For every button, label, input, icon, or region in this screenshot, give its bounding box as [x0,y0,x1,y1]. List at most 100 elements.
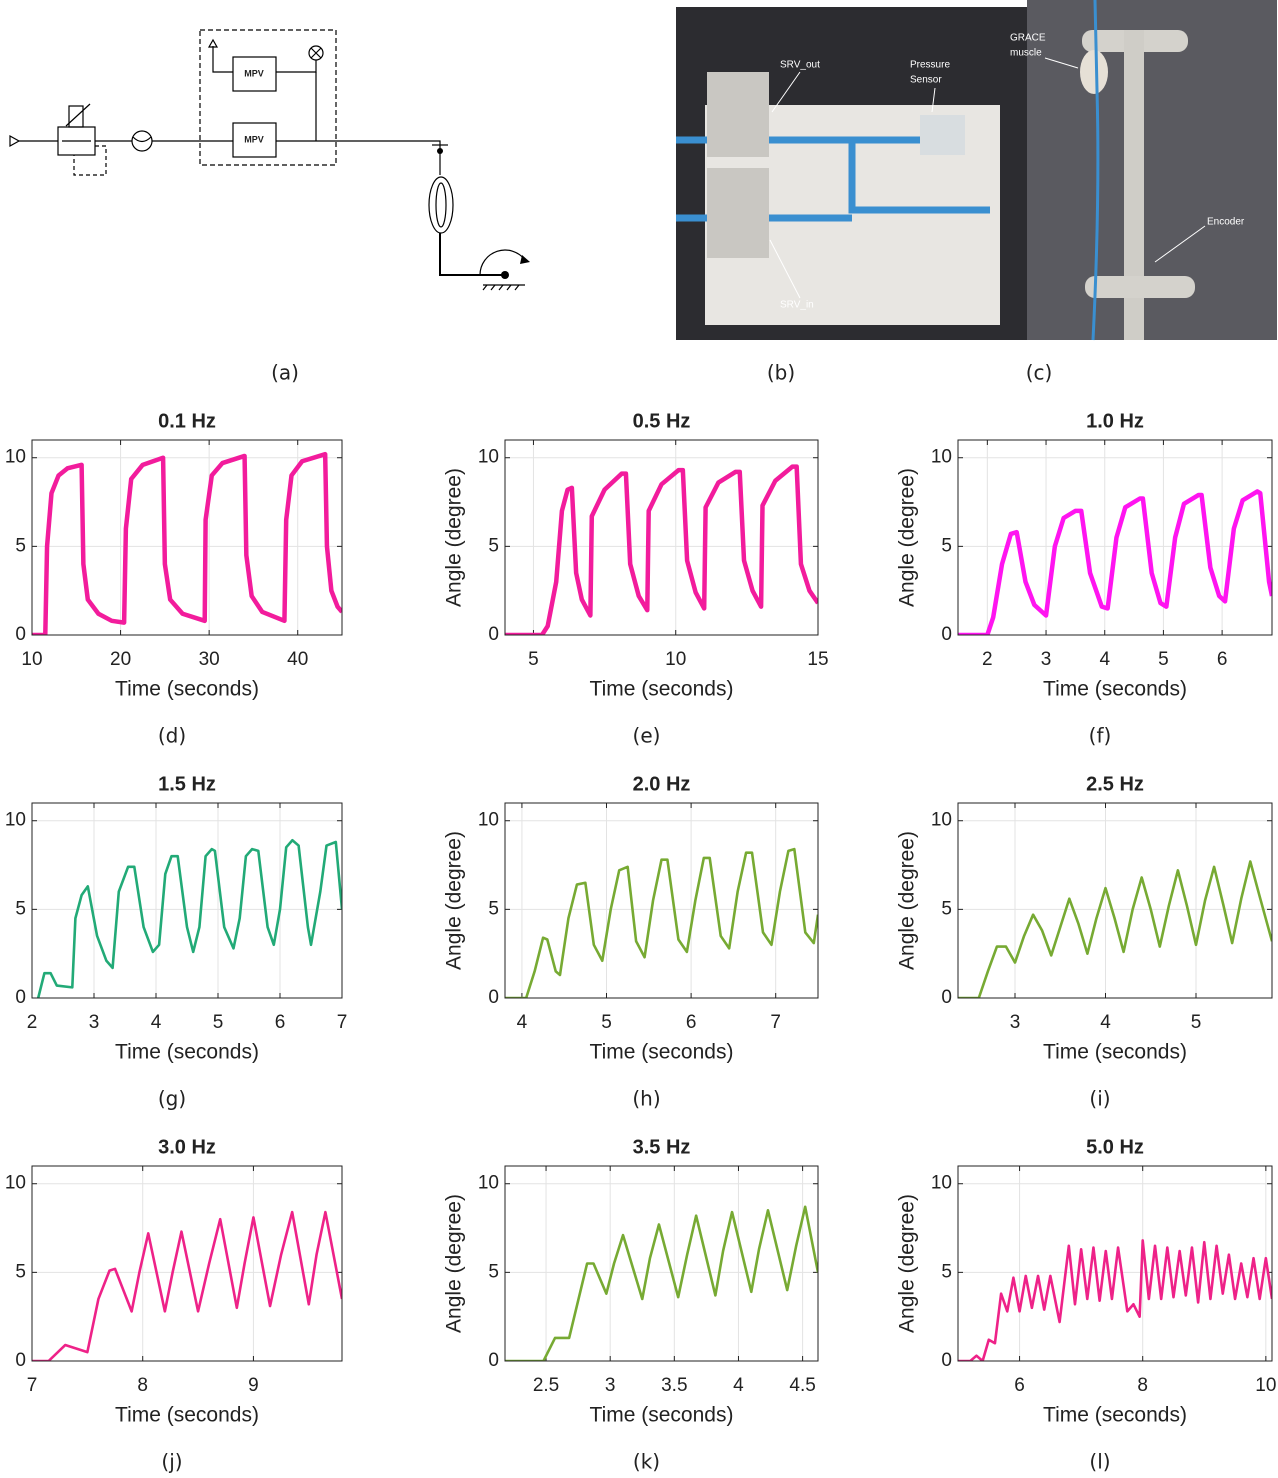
x-tick-label: 3 [1041,649,1052,670]
x-axis-label: Time (seconds) [590,678,734,701]
chart-title: 1.0 Hz [1086,410,1144,432]
x-tick-label: 8 [1137,1375,1148,1396]
chart-title: 1.5 Hz [158,773,216,795]
data-line [505,847,818,998]
caption: (i) [1089,1087,1110,1111]
caption: (e) [633,724,661,748]
photo: SRV_out Pressure Sensor SRV_in [676,7,1027,340]
x-tick-label: 2 [27,1012,38,1033]
plot-frame [31,1165,343,1362]
x-tick-label: 8 [137,1375,148,1396]
y-tick-label: 0 [941,1350,952,1371]
caption: (l) [1089,1450,1110,1474]
flow-meter-arc [132,136,152,143]
caption: (h) [632,1087,660,1111]
x-tick-label: 6 [1217,649,1228,670]
y-axis-label: Angle (degree) [896,468,919,607]
plot-frame [31,439,343,636]
plot-frame [504,802,819,999]
y-tick-label: 5 [941,535,952,556]
y-tick-label: 10 [478,447,499,468]
photo-label: SRV_in [780,300,814,311]
data-line [505,1205,818,1361]
chart-title: 0.1 Hz [158,410,216,432]
x-tick-label: 3 [89,1012,100,1033]
y-tick-label: 0 [15,624,26,645]
caption: (k) [633,1450,660,1474]
y-tick-label: 5 [15,535,26,556]
chart-title: 2.0 Hz [633,773,691,795]
data-line [505,464,818,635]
photo-label: GRACE [1010,33,1046,44]
x-tick-label: 4 [733,1375,744,1396]
caption: (d) [158,724,186,748]
caption: (f) [1089,724,1112,748]
y-axis-label: Angle (degree) [896,831,919,970]
x-tick-label: 6 [1014,1375,1025,1396]
x-tick-label: 5 [528,649,539,670]
frame [1124,30,1144,340]
chart-title: 0.5 Hz [633,410,691,432]
y-tick-label: 5 [488,535,499,556]
x-tick-label: 10 [1255,1375,1276,1396]
y-tick-label: 5 [15,898,26,919]
x-axis-label: Time (seconds) [1043,1404,1187,1427]
x-tick-label: 10 [665,649,686,670]
caption: (a) [271,361,299,385]
x-tick-label: 6 [686,1012,697,1033]
caption: (c) [1026,361,1053,385]
y-tick-label: 0 [941,624,952,645]
x-axis-label: Time (seconds) [115,1041,259,1064]
plot-frame [504,1165,819,1362]
y-tick-label: 0 [15,1350,26,1371]
caption: (g) [158,1087,186,1111]
x-tick-label: 7 [770,1012,781,1033]
photo-label: Pressure [910,60,950,71]
y-tick-label: 5 [488,1261,499,1282]
muscle [428,176,454,234]
x-tick-label: 30 [199,649,220,670]
y-tick-label: 10 [931,447,952,468]
y-tick-label: 5 [941,898,952,919]
rotation-arrow [520,255,530,264]
chart-title: 3.5 Hz [633,1136,691,1158]
solenoid [68,105,84,128]
x-tick-label: 5 [1158,649,1169,670]
joint-arc [479,249,526,276]
x-tick-label: 4 [151,1012,162,1033]
y-tick-label: 10 [478,1173,499,1194]
y-tick-label: 0 [488,1350,499,1371]
y-tick-label: 10 [931,1173,952,1194]
y-axis-label: Angle (degree) [443,1194,466,1333]
supply-symbol [9,134,21,148]
x-tick-label: 10 [21,649,42,670]
y-axis-label: Angle (degree) [896,1194,919,1333]
pipe [276,140,441,175]
photo: GRACE muscle Encoder [1010,0,1277,341]
frame [1085,276,1195,298]
mpv-label: MPV [244,68,264,78]
pressure-sensor [920,115,965,155]
x-tick-label: 4.5 [789,1375,815,1396]
y-tick-label: 5 [941,1261,952,1282]
pointer [1044,57,1206,263]
caption: (j) [161,1450,182,1474]
muscle [1080,50,1108,94]
x-tick-label: 7 [337,1012,348,1033]
x-tick-label: 4 [1100,1012,1111,1033]
mpv-box [232,122,277,158]
y-tick-label: 10 [5,810,26,831]
x-tick-label: 6 [275,1012,286,1033]
x-tick-label: 15 [807,649,828,670]
y-tick-label: 0 [15,987,26,1008]
x-tick-label: 2 [982,649,993,670]
chart-title: 2.5 Hz [1086,773,1144,795]
srv-in [707,168,769,258]
x-tick-label: 40 [287,649,308,670]
y-axis-label: Angle (degree) [443,468,466,607]
joint [501,271,509,279]
x-tick-label: 3 [605,1375,616,1396]
y-axis-label: Angle (degree) [443,831,466,970]
data-line [32,1210,342,1361]
